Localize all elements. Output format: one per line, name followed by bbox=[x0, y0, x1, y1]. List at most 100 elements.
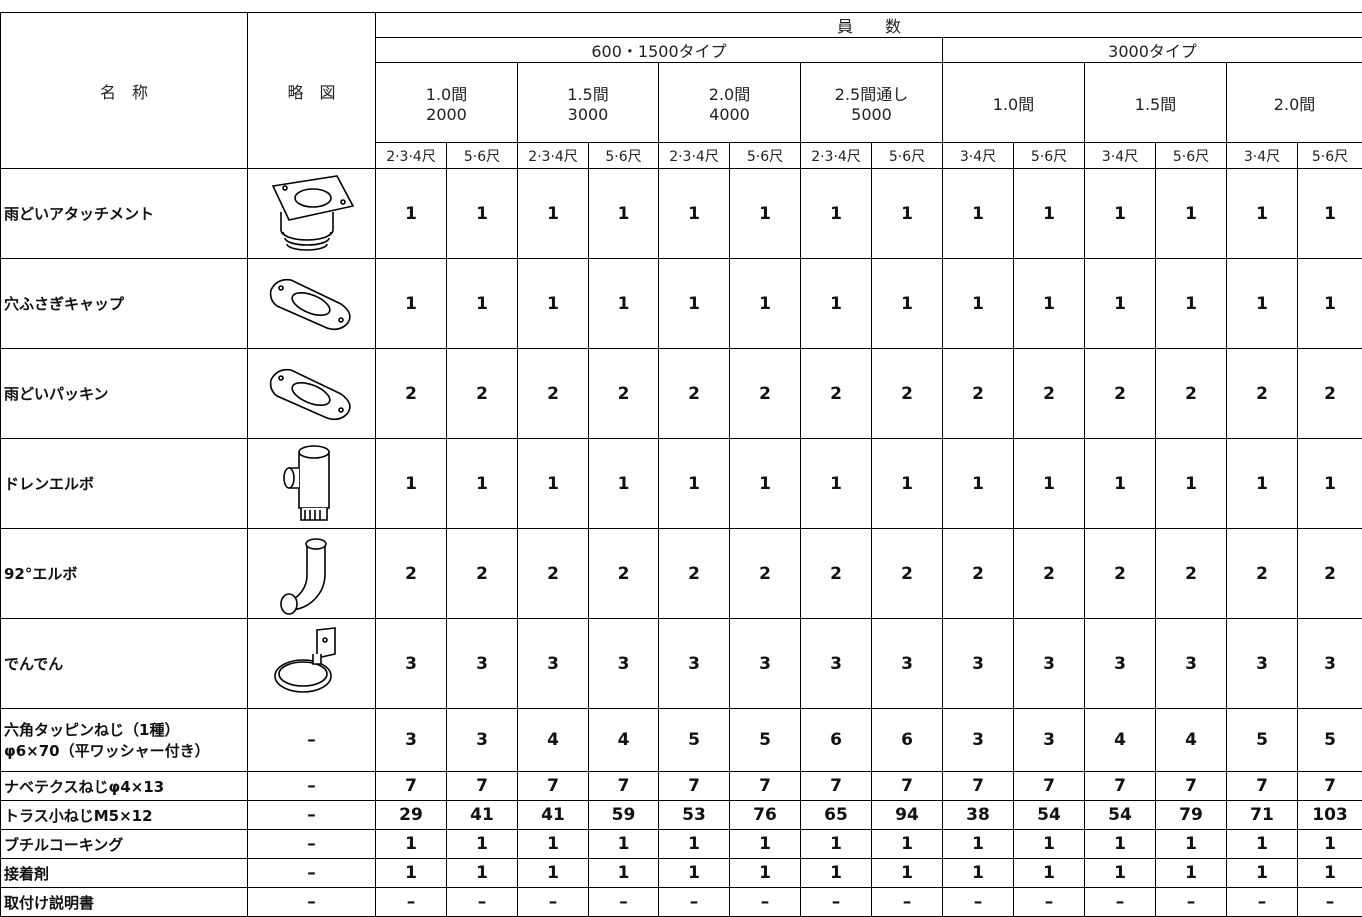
sketch-cell: – bbox=[248, 859, 376, 888]
quantity: – bbox=[447, 888, 518, 917]
part-name: 接着剤 bbox=[1, 859, 248, 888]
part-icon bbox=[267, 172, 357, 256]
text-line: 取付け説明書 bbox=[4, 892, 247, 913]
quantity: 1 bbox=[801, 859, 872, 888]
quantity: 2 bbox=[1156, 529, 1227, 619]
quantity: 2 bbox=[1085, 349, 1156, 439]
quantity: 1 bbox=[447, 169, 518, 259]
quantity: 7 bbox=[589, 772, 659, 801]
quantity: 2 bbox=[943, 349, 1014, 439]
part-name: 92°エルボ bbox=[1, 529, 248, 619]
quantity: 1 bbox=[1227, 259, 1298, 349]
quantity: – bbox=[801, 888, 872, 917]
table-row: 取付け説明書––––––––––––––– bbox=[1, 888, 1362, 917]
quantity: 76 bbox=[730, 801, 801, 830]
text-line: 雨どいアタッチメント bbox=[4, 203, 247, 224]
quantity: 1 bbox=[1014, 169, 1085, 259]
quantity: 2 bbox=[943, 529, 1014, 619]
quantity: 54 bbox=[1014, 801, 1085, 830]
quantity: 1 bbox=[1298, 169, 1362, 259]
quantity: 1 bbox=[943, 830, 1014, 859]
part-icon bbox=[267, 624, 357, 704]
part-name: でんでん bbox=[1, 619, 248, 709]
sketch-cell: – bbox=[248, 888, 376, 917]
sub-header: 5·6尺 bbox=[872, 143, 943, 169]
quantity: 1 bbox=[872, 859, 943, 888]
quantity: 3 bbox=[1085, 619, 1156, 709]
name-header: 名 称 bbox=[1, 13, 248, 169]
quantity: 1 bbox=[589, 830, 659, 859]
quantity: 1 bbox=[730, 439, 801, 529]
quantity: 1 bbox=[943, 169, 1014, 259]
quantity: 2 bbox=[1085, 529, 1156, 619]
quantity: 1 bbox=[1085, 830, 1156, 859]
quantity: 94 bbox=[872, 801, 943, 830]
quantity: 7 bbox=[1014, 772, 1085, 801]
quantity: 1 bbox=[1085, 859, 1156, 888]
part-name: ブチルコーキング bbox=[1, 830, 248, 859]
sketch-image bbox=[248, 349, 376, 439]
text-line: 穴ふさぎキャップ bbox=[4, 293, 247, 314]
sub-header: 2·3·4尺 bbox=[801, 143, 872, 169]
quantity: 3 bbox=[376, 709, 447, 772]
quantity: 5 bbox=[1227, 709, 1298, 772]
sub-header: 2·3·4尺 bbox=[376, 143, 447, 169]
part-name: 雨どいアタッチメント bbox=[1, 169, 248, 259]
sub-header: 5·6尺 bbox=[447, 143, 518, 169]
sub-header: 5·6尺 bbox=[730, 143, 801, 169]
quantity: 2 bbox=[1156, 349, 1227, 439]
quantity: 1 bbox=[1227, 169, 1298, 259]
quantity: 5 bbox=[659, 709, 730, 772]
text-line: 5000 bbox=[801, 105, 942, 124]
quantity: 71 bbox=[1227, 801, 1298, 830]
quantity: 1 bbox=[1085, 259, 1156, 349]
quantity: – bbox=[1227, 888, 1298, 917]
quantity: 4 bbox=[1085, 709, 1156, 772]
quantity: 3 bbox=[872, 619, 943, 709]
quantity: – bbox=[376, 888, 447, 917]
quantity: – bbox=[659, 888, 730, 917]
sketch-image bbox=[248, 259, 376, 349]
quantity: 1 bbox=[1298, 259, 1362, 349]
sub-header: 5·6尺 bbox=[1014, 143, 1085, 169]
part-name: ナベテクスねじφ4×13 bbox=[1, 772, 248, 801]
quantity: 7 bbox=[872, 772, 943, 801]
quantity: 2 bbox=[376, 529, 447, 619]
quantity: 1 bbox=[518, 169, 589, 259]
sub-header: 5·6尺 bbox=[1298, 143, 1362, 169]
quantity: 3 bbox=[730, 619, 801, 709]
quantity: 1 bbox=[589, 169, 659, 259]
text-line: 4000 bbox=[659, 105, 800, 124]
quantity: 1 bbox=[447, 859, 518, 888]
quantity: 29 bbox=[376, 801, 447, 830]
quantity: 1 bbox=[872, 439, 943, 529]
text-line: 92°エルボ bbox=[4, 563, 247, 584]
sub-header: 5·6尺 bbox=[589, 143, 659, 169]
quantity: 4 bbox=[518, 709, 589, 772]
quantity: 7 bbox=[1298, 772, 1362, 801]
quantity: 3 bbox=[589, 619, 659, 709]
quantity: 2 bbox=[1298, 349, 1362, 439]
quantity: 7 bbox=[376, 772, 447, 801]
quantity: 1 bbox=[1085, 439, 1156, 529]
quantity: 7 bbox=[943, 772, 1014, 801]
quantity: 2 bbox=[659, 349, 730, 439]
quantity: 1 bbox=[1156, 859, 1227, 888]
quantity: – bbox=[1298, 888, 1362, 917]
group-header: 600・1500タイプ bbox=[376, 38, 943, 63]
quantity: 1 bbox=[1227, 859, 1298, 888]
quantity: 7 bbox=[730, 772, 801, 801]
quantity: 1 bbox=[518, 439, 589, 529]
sketch-image bbox=[248, 169, 376, 259]
quantity: – bbox=[730, 888, 801, 917]
quantity: 5 bbox=[730, 709, 801, 772]
quantity: 1 bbox=[659, 859, 730, 888]
